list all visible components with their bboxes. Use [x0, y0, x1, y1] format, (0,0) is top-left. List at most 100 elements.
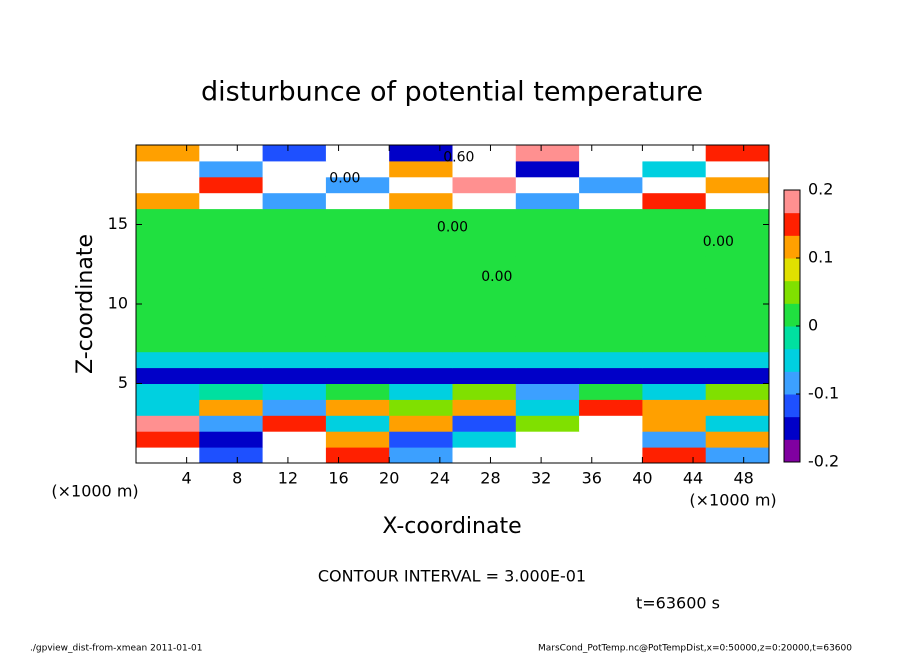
heat-cell [136, 272, 200, 289]
heat-cell [705, 319, 770, 337]
heat-cell [136, 208, 200, 225]
heat-cell [515, 431, 580, 448]
heat-cell [325, 415, 390, 432]
heat-cell [705, 272, 770, 289]
colorbar-swatch [784, 258, 800, 282]
x-tick-label: 40 [632, 469, 652, 488]
colorbar-swatch [784, 212, 800, 236]
heat-cell [579, 304, 643, 321]
heat-cell [579, 160, 643, 178]
contour-label: 0.00 [481, 269, 512, 285]
heat-cell [389, 208, 453, 225]
heat-cell [199, 447, 264, 464]
heat-cell [705, 192, 770, 210]
heat-cell [389, 415, 453, 432]
heat-cell [705, 383, 770, 400]
heat-cell [705, 256, 770, 273]
colorbar-tick-label: 0.1 [808, 248, 833, 267]
heat-cell [199, 145, 264, 162]
heat-cell [136, 351, 200, 369]
heat-cell [389, 367, 453, 384]
heat-cell [199, 304, 264, 321]
heat-cell [262, 447, 327, 464]
chart-title: disturbunce of potential temperature [201, 77, 703, 108]
heat-cell [325, 272, 390, 289]
heat-cell [642, 447, 707, 464]
heat-cell [515, 192, 580, 210]
heat-cell [642, 367, 707, 384]
heat-cell [452, 240, 517, 257]
heat-cell [389, 304, 453, 321]
heat-cell [325, 351, 390, 369]
heat-cell [705, 431, 770, 448]
x-tick-label: 28 [480, 469, 500, 488]
footer-right: MarsCond_PotTemp.nc@PotTempDist,x=0:5000… [538, 644, 852, 654]
heat-cell [515, 224, 580, 241]
heat-cell [452, 431, 517, 448]
heat-cell [136, 399, 200, 416]
heat-cell [452, 176, 517, 194]
contour-label: 0.60 [443, 150, 474, 166]
colorbar-swatch [784, 394, 800, 418]
heat-cell [389, 192, 453, 210]
heat-cell [452, 335, 517, 353]
heat-cell [325, 176, 390, 194]
heat-cell [452, 447, 517, 464]
heat-cell [199, 208, 264, 225]
heat-cell [705, 447, 770, 464]
heat-cell [389, 240, 453, 257]
heat-cell [262, 160, 327, 178]
heat-cell [515, 176, 580, 194]
heat-cell [325, 160, 390, 178]
heat-cell [325, 447, 390, 464]
heat-cell [452, 415, 517, 432]
heat-cell [579, 256, 643, 273]
heat-cell [515, 160, 580, 178]
x-tick-label: 8 [232, 469, 242, 488]
heat-cell [642, 399, 707, 416]
x-tick-label: 44 [683, 469, 703, 488]
heat-cell [389, 256, 453, 273]
heat-cell [262, 145, 327, 162]
heat-cell [262, 335, 327, 353]
heat-cell [642, 319, 707, 337]
x-axis-label: X-coordinate [382, 514, 521, 539]
x-tick-label: 24 [430, 469, 450, 488]
heat-cell [579, 224, 643, 241]
colorbar-swatch [784, 371, 800, 395]
heat-cell [579, 319, 643, 337]
heat-cell [389, 224, 453, 241]
heat-cell [199, 176, 264, 194]
heat-cell [579, 335, 643, 353]
x-tick-label: 36 [582, 469, 602, 488]
heat-cell [579, 399, 643, 416]
heat-cell [705, 335, 770, 353]
heat-cell [642, 256, 707, 273]
heat-cell [199, 367, 264, 384]
heat-cell [389, 399, 453, 416]
heat-cell [262, 367, 327, 384]
heat-cell [389, 431, 453, 448]
heat-cell [642, 224, 707, 241]
heat-cell [262, 176, 327, 194]
heat-cell [705, 240, 770, 257]
heat-cell [579, 208, 643, 225]
heat-cell [325, 224, 390, 241]
heat-cell [579, 447, 643, 464]
heat-cell [199, 431, 264, 448]
heat-cell [389, 335, 453, 353]
heat-cell [515, 383, 580, 400]
heat-cell [136, 367, 200, 384]
x-unit: (×1000 m) [689, 491, 776, 510]
heat-cell [515, 272, 580, 289]
heat-cell [515, 288, 580, 305]
heat-cell [452, 160, 517, 178]
heat-cell [515, 351, 580, 369]
heat-cell [642, 192, 707, 210]
heat-cell [642, 415, 707, 432]
heat-cell [136, 145, 200, 162]
heat-cell [199, 272, 264, 289]
heat-cell [325, 383, 390, 400]
x-tick-label: 32 [531, 469, 551, 488]
